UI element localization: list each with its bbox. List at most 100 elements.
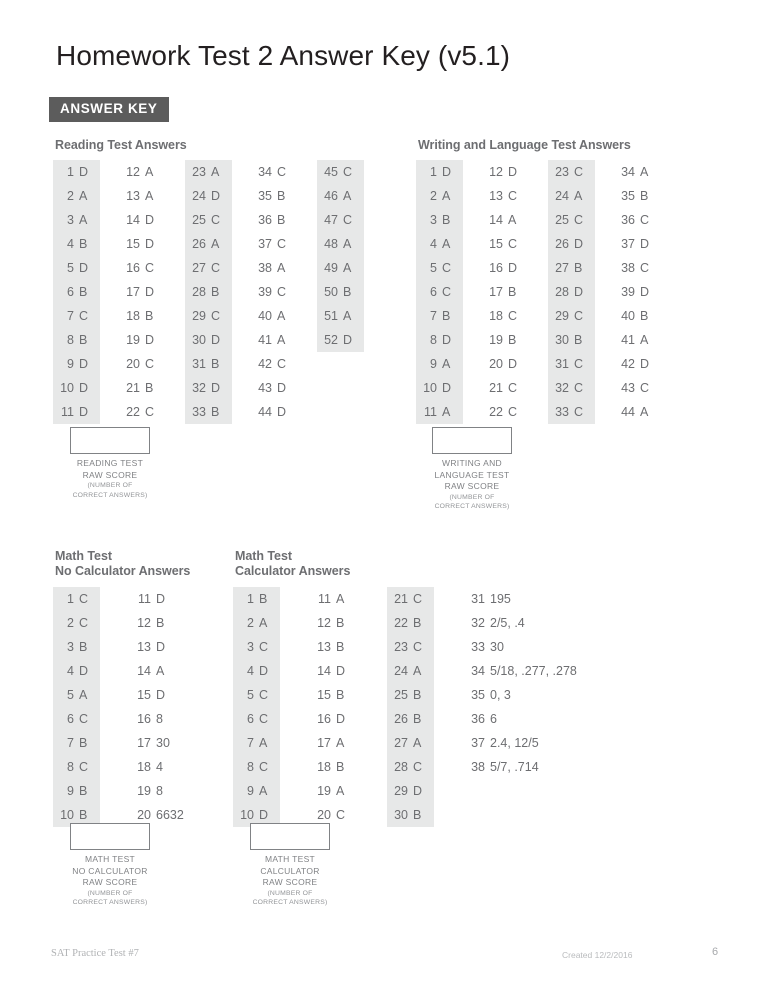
answer-value: A — [145, 189, 154, 203]
answer-value: D — [211, 333, 221, 347]
raw-score-input-box[interactable] — [70, 427, 150, 454]
question-number: 18 — [137, 760, 151, 774]
answer-value: C — [145, 405, 155, 419]
answer-row: 47 C — [317, 208, 364, 232]
answer-value: B — [413, 712, 422, 726]
answer-value: B — [508, 333, 517, 347]
question-number: 34 — [258, 165, 272, 179]
answer-value: A — [413, 736, 422, 750]
question-number: 19 — [489, 333, 503, 347]
answer-row: 19 B — [482, 328, 529, 352]
answer-row: 31 B — [185, 352, 232, 376]
answer-row: 16 D — [482, 256, 529, 280]
question-number: 17 — [317, 736, 331, 750]
answer-column: 31 195 32 2/5, .4 33 30 34 5/18, .277, .278 35 0,… — [464, 587, 584, 779]
answer-row: 16 C — [119, 256, 166, 280]
raw-score-label-line: RAW SCORE — [82, 469, 138, 480]
answer-row: 24 A — [387, 659, 434, 683]
answer-value: D — [79, 165, 89, 179]
answer-row: 11 A — [310, 587, 357, 611]
answer-value: D — [413, 784, 423, 798]
question-number: 22 — [126, 405, 140, 419]
question-number: 9 — [430, 357, 437, 371]
answer-value: B — [277, 189, 286, 203]
question-number: 20 — [137, 808, 151, 822]
answer-row: 41 A — [614, 328, 661, 352]
answer-row: 25 C — [185, 208, 232, 232]
question-number: 23 — [394, 640, 408, 654]
answer-value: B — [640, 189, 649, 203]
question-number: 33 — [192, 405, 206, 419]
question-number: 50 — [324, 285, 338, 299]
question-number: 46 — [324, 189, 338, 203]
raw-score-input-box[interactable] — [432, 427, 512, 454]
answer-row: 31 C — [548, 352, 595, 376]
answer-value: C — [79, 712, 89, 726]
answer-row: 40 B — [614, 304, 661, 328]
question-number: 23 — [555, 165, 569, 179]
answer-value: A — [145, 165, 154, 179]
answer-value: C — [277, 357, 287, 371]
answer-value: B — [145, 309, 154, 323]
question-number: 9 — [67, 784, 74, 798]
raw-score-sublabel-line: (NUMBER OF — [449, 493, 495, 501]
answer-row: 12 B — [310, 611, 357, 635]
question-number: 31 — [192, 357, 206, 371]
question-number: 30 — [555, 333, 569, 347]
raw-score-input-box[interactable] — [70, 823, 150, 850]
answer-value: D — [79, 405, 89, 419]
question-number: 15 — [489, 237, 503, 251]
question-number: 15 — [317, 688, 331, 702]
math-no-calc-heading: Math Test No Calculator Answers — [55, 549, 190, 579]
question-number: 1 — [430, 165, 437, 179]
question-number: 19 — [137, 784, 151, 798]
answer-row: 29 D — [387, 779, 434, 803]
answer-row: 32 C — [548, 376, 595, 400]
answer-value: 6 — [490, 712, 497, 726]
raw-score-input-box[interactable] — [250, 823, 330, 850]
answer-value: C — [413, 592, 423, 606]
answer-value: C — [343, 165, 353, 179]
answer-row: 30 B — [387, 803, 434, 827]
answer-row: 13 C — [482, 184, 529, 208]
answer-row: 44 D — [251, 400, 298, 424]
answer-value: B — [79, 736, 88, 750]
answer-value: D — [508, 357, 518, 371]
question-number: 13 — [126, 189, 140, 203]
answer-value: A — [442, 405, 451, 419]
answer-row: 28 D — [548, 280, 595, 304]
answer-row: 21 C — [482, 376, 529, 400]
question-number: 5 — [430, 261, 437, 275]
answer-value: D — [336, 664, 346, 678]
answer-value: 0, 3 — [490, 688, 511, 702]
question-number: 20 — [317, 808, 331, 822]
answer-value: A — [211, 165, 220, 179]
answer-value: C — [640, 213, 650, 227]
answer-value: B — [508, 285, 517, 299]
answer-value: A — [442, 189, 451, 203]
answer-value: B — [259, 592, 268, 606]
answer-row: 11 D — [130, 587, 177, 611]
raw-score-sublabel-line: CORRECT ANSWERS) — [72, 491, 148, 499]
answer-row: 48 A — [317, 232, 364, 256]
answer-column: 12 A 13 A 14 D 15 D 16 C 17 D 18 B 19 D 20 C 21 B 22 C — [119, 160, 166, 424]
question-number: 3 — [247, 640, 254, 654]
answer-row: 22 C — [119, 400, 166, 424]
answer-row: 22 B — [387, 611, 434, 635]
question-number: 6 — [430, 285, 437, 299]
answer-value: C — [336, 808, 346, 822]
answer-row: 17 D — [119, 280, 166, 304]
answer-value: B — [156, 616, 165, 630]
question-number: 41 — [258, 333, 272, 347]
answer-value: A — [259, 616, 268, 630]
math-calc-heading-line2: Calculator Answers — [235, 564, 351, 578]
answer-value: 30 — [156, 736, 170, 750]
answer-row: 11 D — [53, 400, 100, 424]
answer-value: A — [574, 189, 583, 203]
